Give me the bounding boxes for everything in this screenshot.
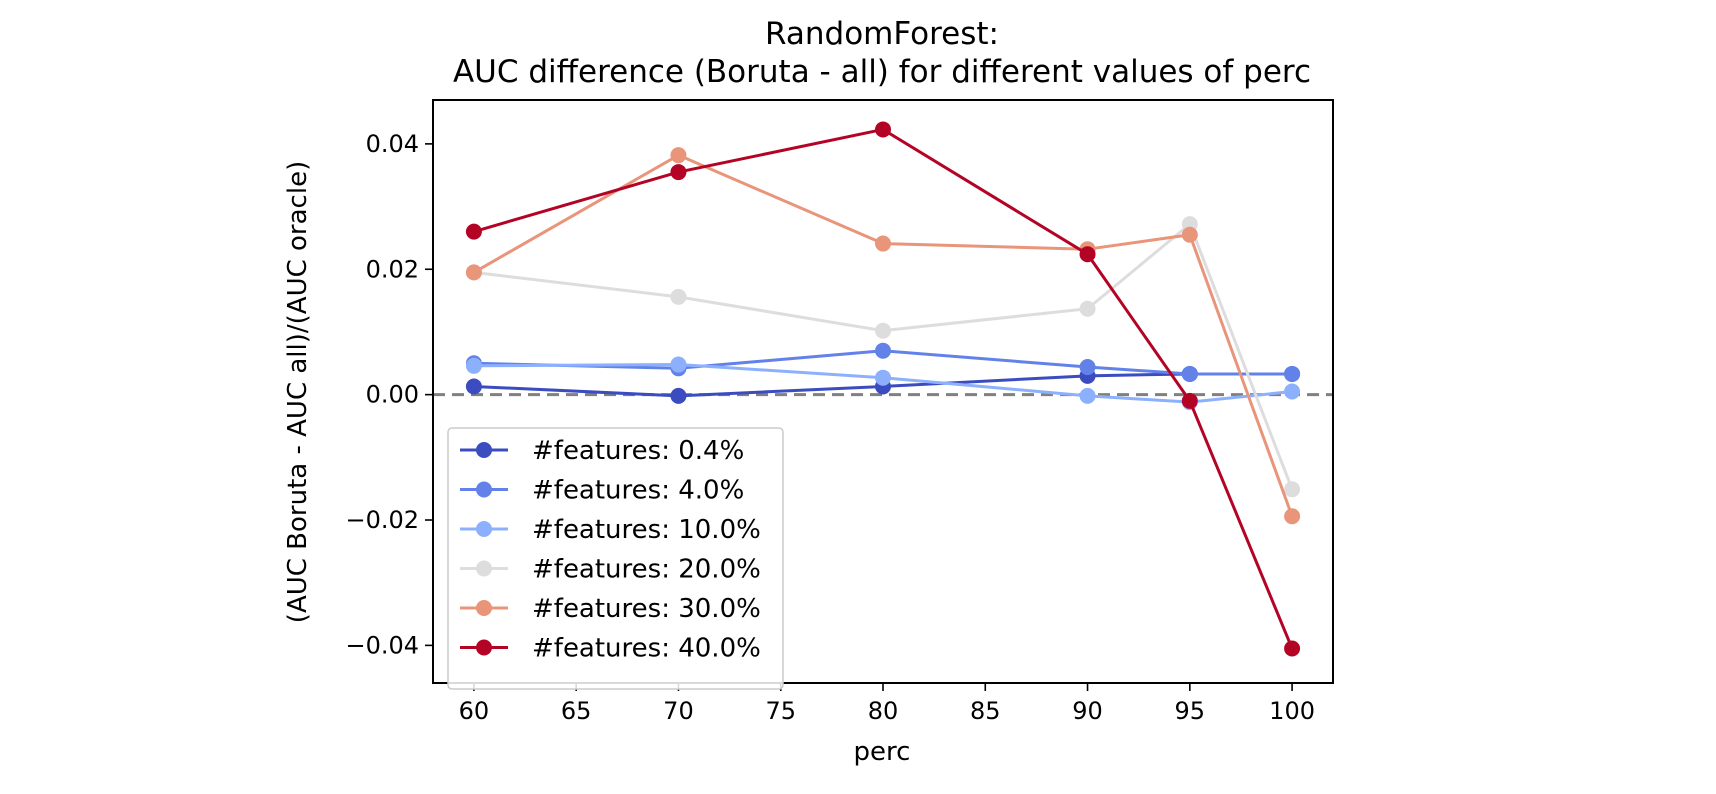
data-point xyxy=(465,357,482,374)
legend-label: #features: 10.0% xyxy=(532,515,761,545)
data-point xyxy=(670,288,687,305)
series-line xyxy=(473,363,1293,404)
series-line xyxy=(473,349,1293,376)
series-2 xyxy=(465,356,1301,411)
y-axis: −0.04 −0.02 0.00 0.02 0.04 xyxy=(345,130,433,659)
legend-label: #features: 30.0% xyxy=(532,594,761,624)
legend-box xyxy=(447,427,784,690)
legend-marker xyxy=(476,521,492,537)
legend-label: #features: 20.0% xyxy=(532,555,761,585)
legend-marker xyxy=(476,442,492,458)
data-point xyxy=(1284,508,1301,525)
x-axis: 60 65 70 75 80 85 90 95 100 xyxy=(459,683,1315,725)
plot-area xyxy=(433,121,1333,657)
data-point xyxy=(875,235,891,252)
data-point xyxy=(670,164,687,181)
data-point xyxy=(1079,300,1096,317)
data-point xyxy=(465,378,482,395)
data-point xyxy=(1284,365,1301,382)
x-tick-label: 85 xyxy=(970,697,1001,725)
data-point xyxy=(670,356,687,373)
y-tick-label: 0.00 xyxy=(366,381,419,409)
x-tick-label: 60 xyxy=(459,697,490,725)
x-tick-label: 95 xyxy=(1175,697,1206,725)
data-point xyxy=(1181,226,1198,243)
data-point xyxy=(1079,387,1096,404)
legend-item: #features: 40.0% xyxy=(460,634,761,664)
legend-marker xyxy=(476,600,492,616)
legend-item: #features: 4.0% xyxy=(460,476,744,506)
x-tick-label: 100 xyxy=(1269,697,1315,725)
data-point xyxy=(875,322,891,339)
chart-title: RandomForest: xyxy=(765,16,999,52)
data-point xyxy=(1181,365,1198,382)
legend-marker xyxy=(476,639,492,656)
series-3 xyxy=(465,216,1301,498)
legend: #features: 0.4% #features: 4.0% #features:… xyxy=(447,427,784,690)
data-point xyxy=(1079,359,1096,376)
data-point xyxy=(1079,246,1096,263)
data-point xyxy=(1181,392,1198,409)
y-axis-label: (AUC Boruta - AUC all)/(AUC oracle) xyxy=(283,161,313,623)
legend-item: #features: 20.0% xyxy=(460,555,761,585)
x-tick-label: 75 xyxy=(765,697,796,725)
x-axis-label: perc xyxy=(854,737,911,767)
data-point xyxy=(1284,640,1301,657)
x-tick-label: 70 xyxy=(663,697,694,725)
data-point xyxy=(465,264,482,281)
legend-label: #features: 40.0% xyxy=(532,634,761,664)
legend-item: #features: 10.0% xyxy=(460,515,761,545)
chart-subtitle: AUC difference (Boruta - all) for differ… xyxy=(453,54,1311,90)
data-point xyxy=(875,369,891,386)
y-tick-label: −0.02 xyxy=(345,506,419,534)
y-tick-label: 0.02 xyxy=(366,255,419,283)
data-point xyxy=(875,342,891,359)
data-point xyxy=(670,147,687,164)
x-tick-label: 90 xyxy=(1072,697,1103,725)
legend-label: #features: 4.0% xyxy=(532,476,744,506)
y-tick-label: 0.04 xyxy=(366,130,419,158)
y-tick-label: −0.04 xyxy=(345,631,419,659)
series-line xyxy=(473,222,1294,490)
legend-item: #features: 0.4% xyxy=(460,436,744,466)
data-point xyxy=(1284,383,1301,400)
legend-item: #features: 30.0% xyxy=(460,594,761,624)
x-tick-label: 65 xyxy=(561,697,592,725)
series-5 xyxy=(465,121,1301,657)
data-point xyxy=(875,121,891,138)
x-tick-label: 80 xyxy=(868,697,899,725)
legend-label: #features: 0.4% xyxy=(532,436,744,466)
series-line xyxy=(473,127,1294,650)
legend-marker xyxy=(476,560,492,577)
data-point xyxy=(465,223,482,240)
legend-marker xyxy=(476,481,492,498)
series-line xyxy=(473,153,1294,517)
data-point xyxy=(670,387,687,404)
data-point xyxy=(1284,481,1301,498)
